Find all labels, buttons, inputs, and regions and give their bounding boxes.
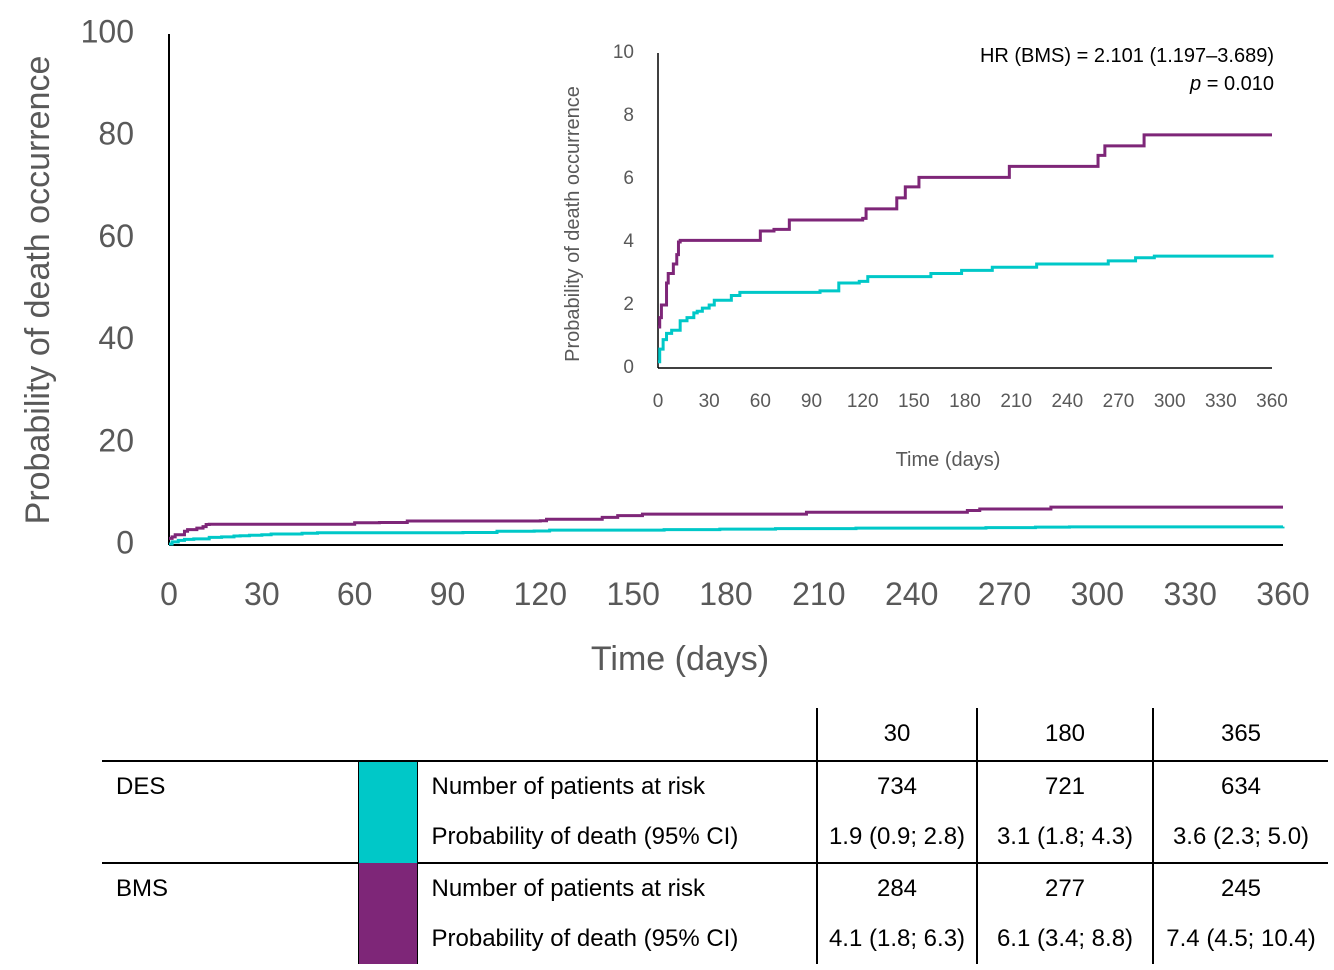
header-blank-group — [102, 708, 358, 762]
table-row: BMS Number of patients at risk 284 277 2… — [102, 863, 1328, 964]
inset-series-des-line — [658, 254, 1274, 364]
hazard-ratio-annotation: HR (BMS) = 2.101 (1.197–3.689) — [980, 45, 1274, 67]
main-x-tick-label: 330 — [1163, 576, 1216, 612]
risk-table-header: 30 180 365 — [102, 708, 1328, 762]
inset-y-tick-labels: 0 2 4 6 8 10 — [613, 42, 635, 378]
main-x-tick-label: 90 — [430, 576, 466, 612]
des-color-swatch — [357, 761, 418, 863]
main-y-tick-label: 0 — [116, 524, 134, 560]
table-cell: 245 — [1152, 863, 1328, 914]
table-cell: 1.9 (0.9; 2.8) — [816, 812, 977, 864]
inset-x-tick-label: 60 — [750, 391, 771, 412]
main-y-tick-labels: 0 20 40 60 80 100 — [81, 13, 134, 560]
main-y-tick-label: 80 — [98, 116, 134, 152]
col-header-365: 365 — [1152, 708, 1328, 762]
main-series — [169, 505, 1285, 546]
inset-y-tick-label: 10 — [613, 42, 634, 63]
inset-x-tick-label: 270 — [1103, 391, 1135, 412]
main-x-tick-label: 300 — [1071, 576, 1124, 612]
p-value: = 0.010 — [1201, 73, 1274, 95]
group-spacer — [102, 812, 358, 864]
inset-x-tick-label: 330 — [1205, 391, 1237, 412]
col-header-180: 180 — [976, 708, 1153, 762]
inset-x-tick-label: 150 — [898, 391, 930, 412]
row-label: Number of patients at risk — [431, 875, 705, 902]
table-row: Probability of death (95% CI) 1.9 (0.9; … — [102, 812, 1328, 864]
group-name-des: DES — [116, 773, 166, 800]
group-name-bms: BMS — [116, 875, 169, 902]
inset-x-tick-label: 210 — [1000, 391, 1032, 412]
inset-x-axis-title: Time (days) — [896, 449, 1001, 471]
table-cell: 634 — [1152, 761, 1328, 812]
table-cell: 721 — [976, 761, 1153, 812]
km-chart: 0 30 60 90 120 150 180 210 240 270 300 330 360 02040… — [19, 13, 1310, 678]
main-y-axis-title: Probability of death occurrence — [19, 56, 57, 525]
table-cell: 284 — [816, 863, 977, 914]
inset-x-tick-label: 120 — [847, 391, 879, 412]
inset-y-tick-label: 4 — [623, 231, 634, 252]
main-plot: 0 30 60 90 120 150 180 210 240 270 300 330 360 02040… — [19, 13, 1310, 678]
inset-y-tick-label: 0 — [623, 357, 634, 378]
main-x-tick-label: 30 — [244, 576, 280, 612]
main-y-tick-label: 100 — [81, 13, 134, 49]
main-x-tick-label: 150 — [606, 576, 659, 612]
main-series-bms-line — [169, 505, 1283, 540]
main-x-axis-title: Time (days) — [591, 640, 769, 678]
inset-series-bms-line — [658, 133, 1272, 329]
inset-x-tick-label: 0 — [653, 391, 664, 412]
table-cell: 7.4 (4.5; 10.4) — [1152, 914, 1328, 964]
table-row: DES Number of patients at risk 734 721 6… — [102, 761, 1328, 863]
table-cell: 6.1 (3.4; 8.8) — [976, 914, 1153, 964]
p-symbol: p — [1189, 73, 1201, 95]
main-x-tick-label: 120 — [514, 576, 567, 612]
inset-x-tick-labels: 0 30 60 90 120 150 180 210 240 270 300 330 360 — [653, 391, 1288, 412]
main-x-tick-label: 0 — [160, 576, 178, 612]
table-row: Probability of death (95% CI) 4.1 (1.8; … — [102, 914, 1328, 964]
header-blank-label — [417, 708, 817, 762]
inset-x-tick-label: 30 — [699, 391, 720, 412]
row-label: Probability of death (95% CI) — [417, 812, 817, 864]
row-label: Number of patients at risk — [431, 773, 705, 800]
inset-x-tick-label: 300 — [1154, 391, 1186, 412]
group-spacer — [102, 914, 358, 964]
main-x-tick-label: 240 — [885, 576, 938, 612]
main-x-tick-label: 180 — [699, 576, 752, 612]
inset-plot: 0 30 60 90 120 150 180 210 240 270 300 330 360 0 2 4 6 8… — [562, 42, 1288, 471]
header-blank-swatch — [358, 708, 417, 762]
table-cell: 4.1 (1.8; 6.3) — [816, 914, 977, 964]
main-y-tick-label: 40 — [98, 320, 134, 356]
inset-y-tick-label: 2 — [623, 294, 634, 315]
table-cell: 3.6 (2.3; 5.0) — [1152, 812, 1328, 864]
table-cell: 277 — [976, 863, 1153, 914]
inset-x-tick-label: 360 — [1256, 391, 1288, 412]
inset-x-tick-label: 180 — [949, 391, 981, 412]
inset-y-tick-label: 6 — [623, 168, 634, 189]
main-x-tick-label: 210 — [792, 576, 845, 612]
risk-table: 30 180 365 DES Number of patients at ris… — [102, 708, 1328, 964]
main-series-des-line — [169, 525, 1285, 546]
main-x-tick-label: 360 — [1256, 576, 1309, 612]
table-cell: 734 — [816, 761, 977, 812]
main-y-tick-label: 60 — [98, 218, 134, 254]
inset-series — [658, 133, 1274, 364]
main-x-tick-label: 270 — [978, 576, 1031, 612]
col-header-30: 30 — [816, 708, 977, 762]
main-y-tick-label: 20 — [98, 422, 134, 458]
row-label: Probability of death (95% CI) — [431, 925, 739, 952]
main-x-tick-label: 60 — [337, 576, 373, 612]
inset-y-tick-label: 8 — [623, 105, 634, 126]
bms-color-swatch — [357, 863, 418, 964]
inset-x-tick-label: 240 — [1051, 391, 1083, 412]
inset-x-tick-label: 90 — [801, 391, 822, 412]
main-x-tick-labels: 0 30 60 90 120 150 180 210 240 270 300 330 360 — [160, 576, 1310, 612]
inset-y-axis-title: Probability of death occurrence — [562, 86, 584, 362]
p-value-annotation: p = 0.010 — [1189, 73, 1274, 95]
table-cell: 3.1 (1.8; 4.3) — [976, 812, 1153, 864]
